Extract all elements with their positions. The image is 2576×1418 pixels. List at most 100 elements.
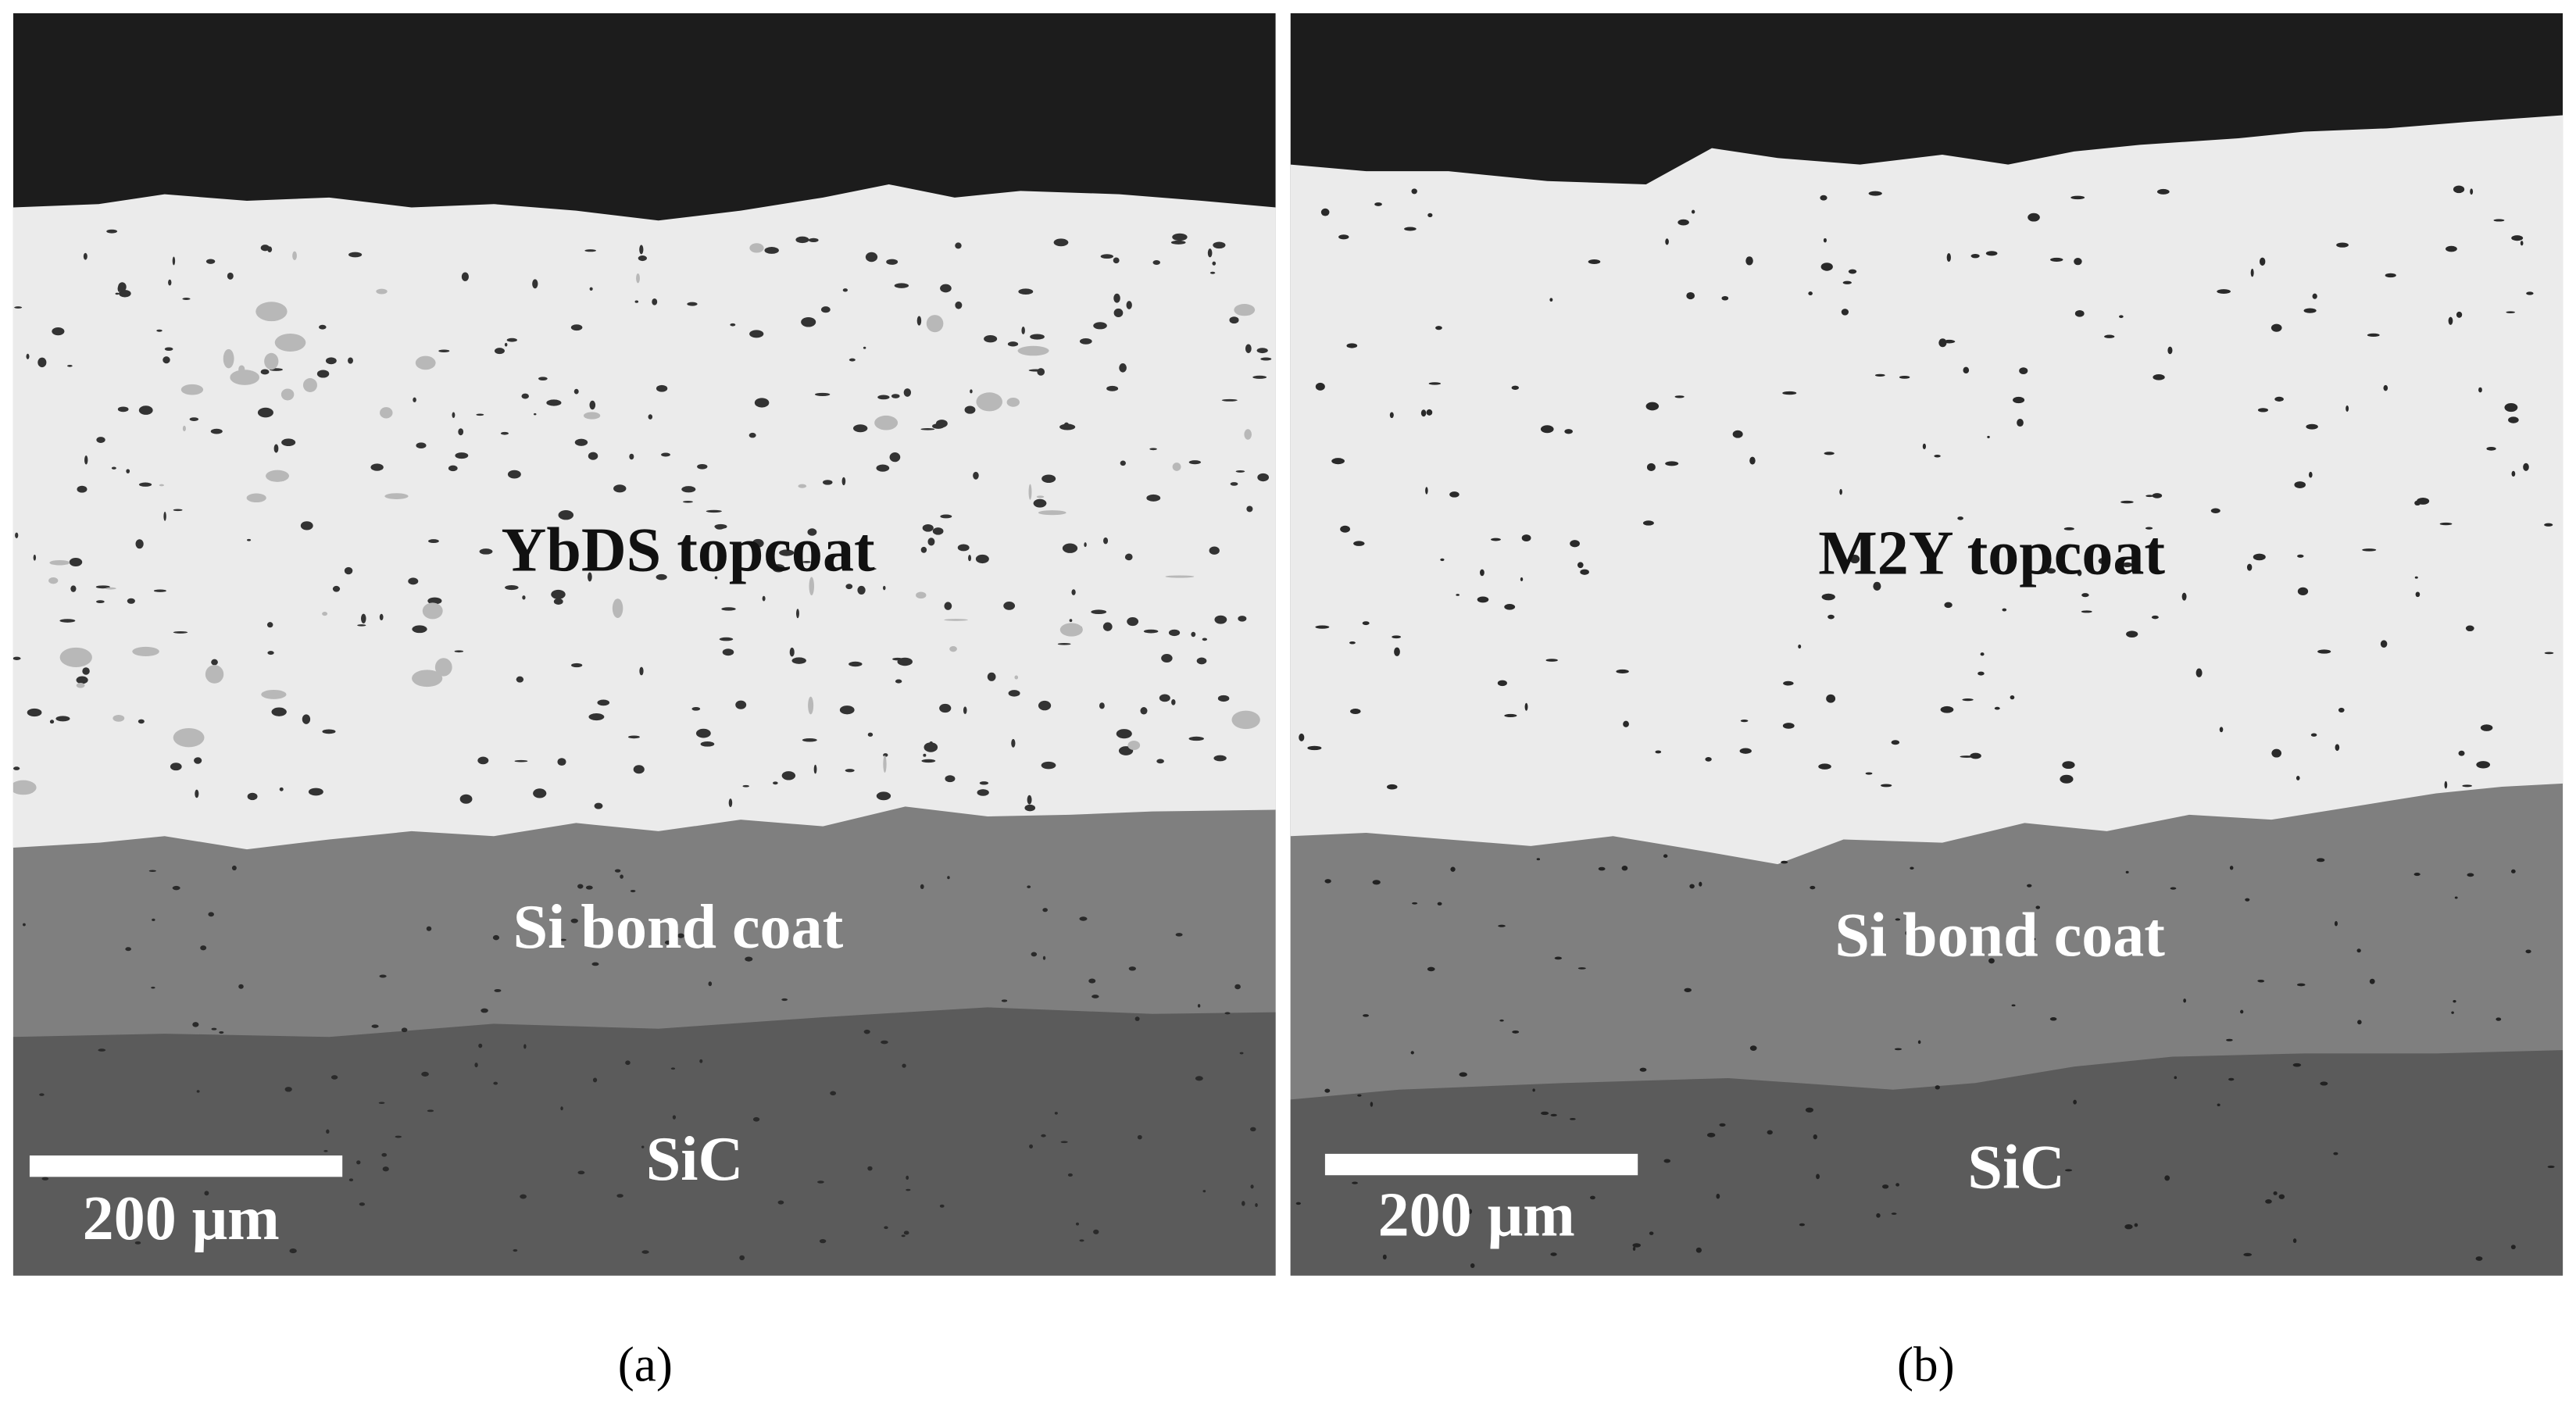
pore <box>2510 869 2516 873</box>
pore <box>1781 860 1788 864</box>
pore <box>894 283 909 288</box>
pore <box>901 1234 906 1238</box>
pore <box>634 300 639 303</box>
pore <box>1440 558 1445 562</box>
pore <box>1011 738 1016 748</box>
pore <box>597 699 610 706</box>
pore <box>289 1248 297 1254</box>
pore <box>1816 1173 1820 1180</box>
pore <box>1512 1030 1520 1034</box>
pore <box>1102 622 1113 631</box>
pore <box>59 619 76 623</box>
pore <box>573 388 579 395</box>
pore <box>1868 191 1882 196</box>
pore <box>1677 219 1689 226</box>
pore <box>1805 1107 1813 1113</box>
pore <box>1239 1052 1244 1055</box>
pore <box>2453 185 2465 194</box>
pore <box>408 577 419 585</box>
pore <box>883 585 886 591</box>
pore <box>308 788 323 796</box>
pore <box>2074 310 2085 317</box>
pore <box>2064 1169 2073 1172</box>
pore <box>1250 1127 1256 1132</box>
pore <box>1497 680 1507 687</box>
pore <box>2081 610 2092 613</box>
pore <box>1053 238 1069 247</box>
pore <box>205 665 224 684</box>
pore <box>691 707 701 711</box>
pore <box>754 398 770 408</box>
pore <box>1598 866 1606 871</box>
pore <box>1370 1102 1374 1107</box>
pore <box>2336 242 2349 248</box>
pore <box>1520 577 1524 582</box>
pore <box>1143 629 1159 634</box>
pore <box>920 884 924 889</box>
pore <box>379 613 384 621</box>
pore <box>492 934 500 941</box>
pore <box>557 758 566 766</box>
pore <box>613 484 627 493</box>
pore <box>592 1077 598 1083</box>
pore <box>1536 858 1541 861</box>
pore <box>2523 463 2529 471</box>
pore <box>1234 984 1241 990</box>
pore <box>1295 1202 1301 1205</box>
pore <box>1504 713 1517 718</box>
pore <box>700 741 715 747</box>
pore <box>656 384 668 392</box>
pore <box>2063 527 2074 530</box>
pores <box>1295 185 2555 1268</box>
pore <box>614 869 621 873</box>
pore <box>2156 188 2170 195</box>
pore <box>182 425 186 432</box>
pore <box>1521 534 1531 542</box>
pore <box>1353 541 1365 546</box>
pore <box>264 352 279 370</box>
substrate-label: SiC <box>646 1125 744 1194</box>
pore <box>378 1102 385 1104</box>
pore <box>2145 495 2154 498</box>
pore <box>2229 866 2234 870</box>
pore <box>119 290 131 298</box>
pore <box>2316 858 2325 863</box>
pore <box>939 703 952 713</box>
pore <box>2181 592 2187 601</box>
pore <box>48 577 59 584</box>
pore <box>616 1194 623 1198</box>
pore <box>1067 1173 1073 1177</box>
pore <box>1732 430 1743 438</box>
pore <box>2274 396 2284 402</box>
pore <box>533 788 547 798</box>
pore <box>1207 248 1213 258</box>
pore <box>2448 316 2453 325</box>
pore <box>903 388 912 397</box>
pore <box>2306 423 2318 430</box>
pore <box>947 876 950 880</box>
pore <box>356 1160 361 1165</box>
pore <box>330 1075 338 1080</box>
pore <box>2002 608 2007 612</box>
pore <box>507 470 521 479</box>
pore <box>148 870 156 873</box>
pore <box>426 926 432 931</box>
pore <box>2257 979 2265 983</box>
pore <box>687 302 698 306</box>
pore <box>1113 257 1120 264</box>
pore <box>223 348 234 369</box>
pore <box>2526 291 2534 295</box>
pore <box>1570 540 1580 548</box>
pore <box>1511 385 1519 390</box>
pore <box>27 708 42 717</box>
pore <box>2259 257 2266 266</box>
pore <box>2297 554 2304 558</box>
pore <box>2081 593 2089 598</box>
pore <box>49 559 70 566</box>
pore <box>629 453 634 460</box>
pore <box>808 238 819 242</box>
pore <box>949 646 957 652</box>
pore <box>1024 804 1036 812</box>
pore <box>118 282 127 292</box>
pore <box>13 766 20 770</box>
